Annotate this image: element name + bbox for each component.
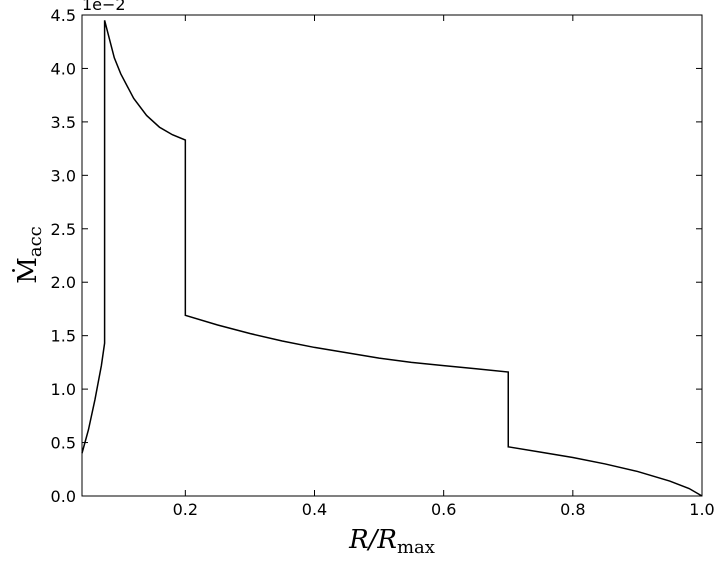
y-tick-label: 1.5 [51, 327, 76, 346]
x-label-sub: max [397, 537, 435, 558]
x-tick-label: 0.6 [431, 500, 456, 519]
y-tick-label: 0.0 [51, 487, 76, 506]
x-tick-label: 0.2 [173, 500, 198, 519]
y-tick-label: 0.5 [51, 434, 76, 453]
y-tick-label: 4.5 [51, 6, 76, 25]
x-tick-label: 0.8 [560, 500, 585, 519]
y-label-sub: acc [25, 226, 46, 257]
y-axis-label: Ṁacc [12, 226, 46, 284]
y-tick-label: 3.5 [51, 113, 76, 132]
x-tick-label: 1.0 [689, 500, 714, 519]
y-tick-label: 4.0 [51, 59, 76, 78]
x-label-main: R/R [348, 525, 397, 555]
plot-frame [81, 14, 703, 497]
x-tick-label: 0.4 [302, 500, 327, 519]
offset-text: 1e−2 [82, 0, 126, 14]
y-label-main: Ṁ [12, 257, 43, 284]
y-tick-label: 2.5 [51, 220, 76, 239]
y-tick-label: 1.0 [51, 380, 76, 399]
line [81, 20, 703, 497]
x-axis-label: R/Rmax [348, 525, 435, 558]
y-tick-label: 2.0 [51, 273, 76, 292]
y-tick-label: 3.0 [51, 166, 76, 185]
